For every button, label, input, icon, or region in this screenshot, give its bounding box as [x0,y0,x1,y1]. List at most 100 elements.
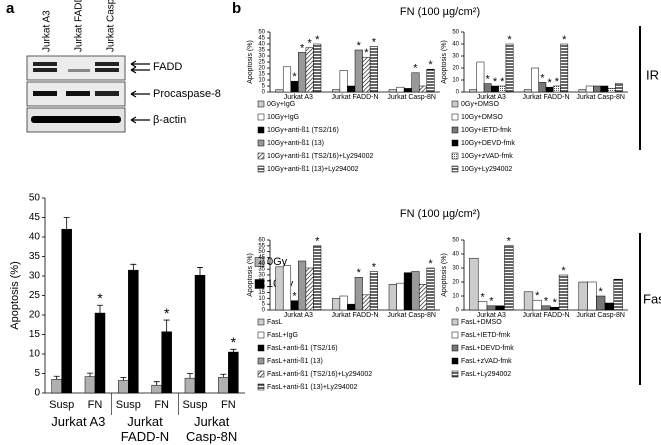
significance-mark: * [292,291,297,303]
panel-label: a [6,0,15,17]
x-tick-label: Jurkat Casp-8N [576,312,625,319]
bar [607,88,616,93]
y-tick-label: 30 [29,271,41,282]
bar [339,70,348,93]
significance-mark: * [357,40,362,52]
legend-swatch [451,357,459,365]
legend-swatch [254,279,265,289]
x-tick-label: Jurkat Casp-8N [387,312,436,319]
y-tick-label: 5 [262,302,266,308]
section-side-label: FasL [643,291,661,306]
bar [388,89,397,93]
bar [354,277,363,311]
bar [369,46,378,93]
bar [396,86,405,93]
lane-label: Jurkat Casp-8N [106,0,117,52]
x-tick-label: Susp [182,399,207,411]
bar [298,260,307,311]
y-tick-label: 0 [34,388,40,399]
legend-label: FasL+IETD-fmk [461,332,511,339]
lane-label: Jurkat FADD-N [74,0,85,52]
bar [184,377,196,394]
bar [585,85,594,93]
bar [469,257,479,311]
bar [128,269,139,394]
y-tick-label: 30 [452,266,459,272]
section-title: FN (100 µg/cm²) [400,6,480,18]
x-tick-label: Jurkat A3 [477,94,506,101]
y-tick-label: 30 [258,273,265,279]
legend-swatch [257,152,265,160]
y-tick-label: 5 [34,368,40,379]
bar [61,228,72,394]
y-tick-label: 60 [258,238,265,244]
bar [347,85,356,93]
y-tick-label: 55 [258,243,265,249]
significance-mark: * [535,290,540,302]
bar [313,43,322,93]
legend-label: 10Gy+IETD-fmk [461,127,512,134]
y-tick-label: 10 [29,349,41,360]
error-bar [197,267,203,276]
y-axis-label: Apoptosis (%) [247,253,254,297]
y-tick-label: 30 [452,54,459,60]
y-tick-label: 10 [452,294,459,300]
y-tick-label: 0 [456,90,460,96]
bar [298,52,307,93]
significance-mark: * [315,34,320,46]
legend-swatch [257,370,265,378]
y-tick-label: 15 [258,290,265,296]
legend-swatch [451,113,459,121]
y-axis-label: Apoptosis (%) [441,40,448,84]
legend-swatch [451,139,459,147]
significance-mark: * [599,286,604,298]
group-label: Jurkat A3 [51,414,106,429]
legend-label: 0Gy+DMSO [461,101,499,108]
error-bar [187,373,193,379]
legend-swatch [451,165,459,173]
significance-mark: * [555,76,560,88]
significance-mark: * [548,77,553,89]
significance-mark: * [486,74,491,86]
legend-swatch [257,383,265,391]
y-axis-label: Apoptosis (%) [247,40,254,84]
legend-swatch [451,152,459,160]
x-tick-label: Jurkat FADD-N [331,312,378,319]
legend-swatch [257,113,265,121]
bar [161,331,172,394]
error-bar [153,381,160,386]
significance-mark: * [315,236,320,248]
legend-label: 10Gy+anti-ß1 (13) [267,140,324,147]
y-tick-label: 20 [452,280,459,286]
bar [369,271,378,311]
y-tick-label: 50 [258,30,265,36]
legend-label: 0Gy [267,256,288,268]
significance-mark: * [428,59,433,71]
y-tick-label: 5 [262,84,266,90]
legend-label: 10Gy+anti-ß1 (13)+Ly294002 [267,166,359,173]
x-tick-label: Jurkat A3 [284,94,313,101]
bar [476,61,485,93]
legend-label: 10Gy+anti-ß1 (TS2/16) [267,127,339,134]
bar [305,267,314,311]
x-tick-label: Jurkat A3 [477,312,506,319]
y-tick-label: 10 [452,78,459,84]
bar [469,89,478,93]
bar [532,299,542,311]
legend-swatch [257,165,265,173]
error-bar [120,377,127,381]
bar [558,274,569,311]
significance-mark: * [97,290,103,306]
legend-label: 10Gy+anti-ß1 (TS2/16)+Ly294002 [267,153,373,160]
y-tick-label: 25 [29,290,41,301]
bar [84,376,96,394]
bar [362,294,371,311]
legend-label: FasL [267,319,283,326]
significance-mark: * [372,36,377,48]
bar [403,272,412,311]
group-label: Jurkat FADD-N [120,414,170,444]
legend-swatch [451,126,459,134]
y-tick-label: 20 [258,66,265,72]
legend-label: FasL+IgG [267,332,298,339]
y-tick-label: 45 [258,255,265,261]
